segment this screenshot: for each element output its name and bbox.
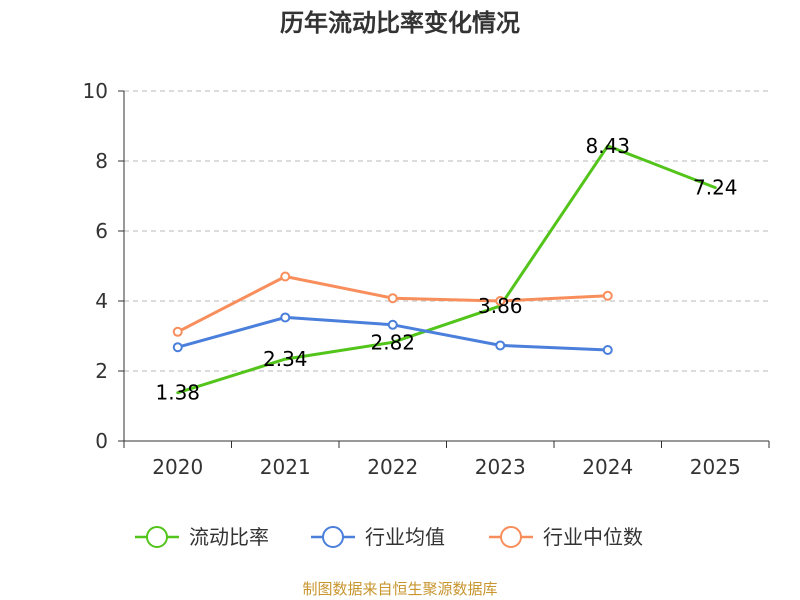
y-tick-label: 4 — [95, 289, 108, 313]
series-1-point — [280, 312, 291, 323]
legend-label: 行业均值 — [365, 525, 445, 549]
y-tick-label: 0 — [95, 429, 108, 453]
legend-label: 行业中位数 — [543, 525, 643, 549]
x-tick-label: 2024 — [582, 455, 633, 479]
series-1-point — [172, 342, 183, 353]
axis-layer: 0 2 4 6 8 10 2020 2021 2022 2023 2024 2025 — [83, 79, 770, 479]
x-tick-label: 2022 — [367, 455, 418, 479]
series-1-point — [495, 340, 506, 351]
legend-swatch-circle — [322, 526, 344, 548]
legend-item-0: 流动比率 — [135, 525, 269, 549]
data-label: 1.38 — [155, 381, 200, 405]
series-layer — [172, 144, 717, 395]
legend-swatch-circle — [146, 526, 168, 548]
series-1-point — [602, 345, 613, 355]
legend: 流动比率 行业均值 行业中位数 — [135, 525, 643, 549]
series-1-point — [387, 319, 398, 330]
data-label: 2.34 — [263, 347, 308, 371]
series-2-point — [387, 293, 398, 304]
y-tick-label: 10 — [83, 79, 108, 103]
series-2-point — [280, 271, 291, 282]
legend-item-2: 行业中位数 — [489, 525, 643, 549]
series-2-point — [172, 326, 183, 337]
series-line-0 — [176, 144, 717, 395]
legend-label: 流动比率 — [189, 525, 269, 549]
source-note: 制图数据来自恒生聚源数据库 — [302, 580, 497, 598]
data-label: 7.24 — [693, 176, 738, 200]
series-2-point — [602, 290, 613, 301]
chart-title: 历年流动比率变化情况 — [280, 9, 520, 37]
legend-swatch-circle — [500, 526, 522, 548]
x-tick-label: 2025 — [690, 455, 741, 479]
grid-layer — [124, 90, 769, 372]
data-label-layer: 1.38 2.34 2.82 3.86 8.43 7.24 — [155, 134, 737, 405]
y-tick-label: 8 — [95, 149, 108, 173]
y-tick-label: 6 — [95, 219, 108, 243]
x-tick-label: 2021 — [260, 455, 311, 479]
x-tick-label: 2023 — [475, 455, 526, 479]
x-tick-label: 2020 — [152, 455, 203, 479]
data-label: 3.86 — [478, 294, 523, 318]
data-label: 8.43 — [585, 134, 630, 158]
data-label: 2.82 — [370, 330, 415, 354]
series-2-point — [495, 296, 506, 306]
y-tick-label: 2 — [95, 359, 108, 383]
legend-item-1: 行业均值 — [311, 525, 445, 549]
